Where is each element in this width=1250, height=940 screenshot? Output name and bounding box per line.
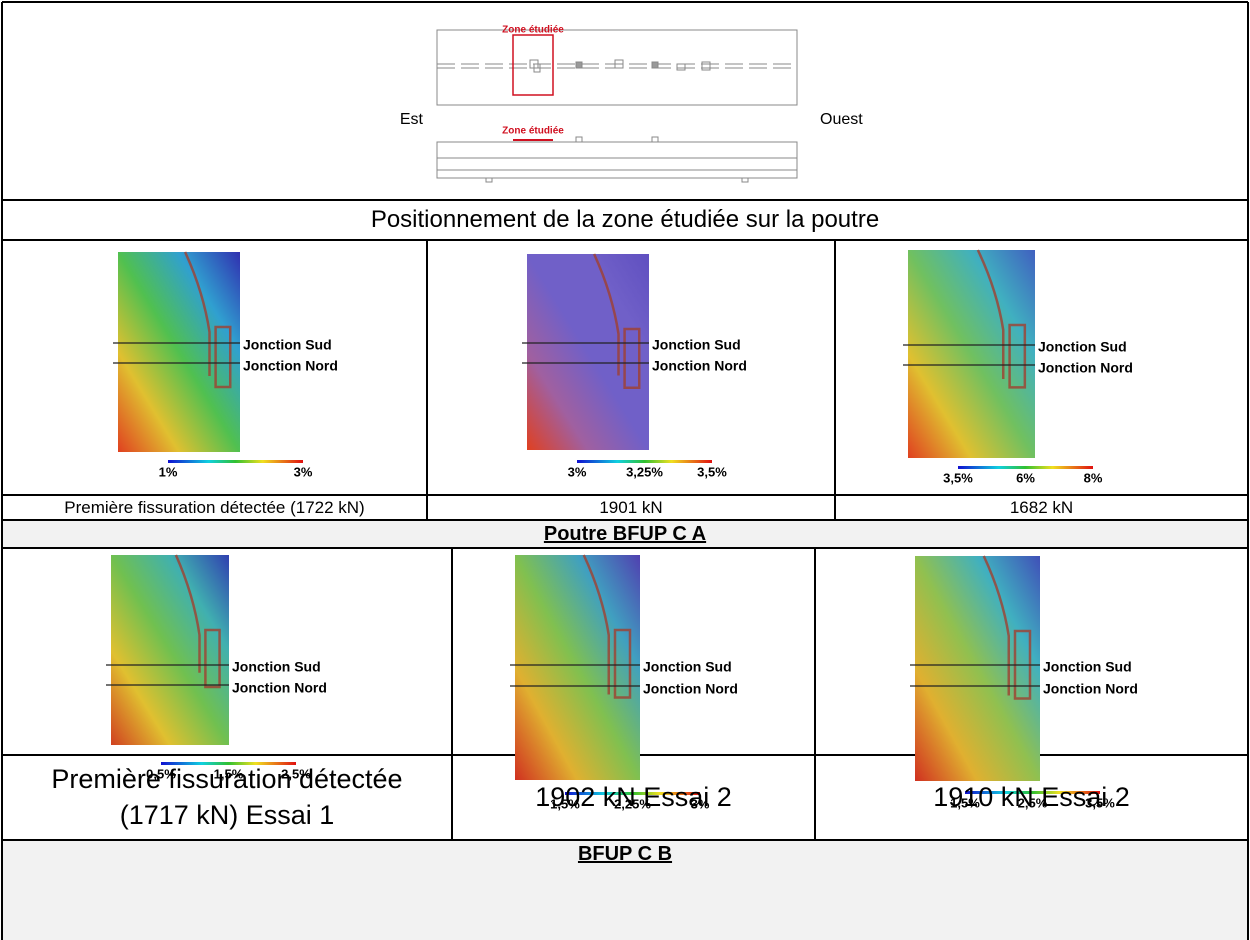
section-title: BFUP C B <box>577 843 673 865</box>
junction-label: Jonction Nord <box>643 681 738 697</box>
junction-label: Jonction Sud <box>243 337 332 353</box>
crack-path <box>592 253 641 390</box>
colorbar <box>168 460 303 463</box>
colorbar <box>958 466 1093 469</box>
panel-caption: 1902 kN Essai 2 <box>535 781 732 812</box>
strain-map <box>118 252 240 452</box>
colorbar <box>161 762 296 765</box>
scale-label: 1,5% <box>950 795 980 810</box>
scale-label: 3,5% <box>697 464 727 479</box>
crack-path <box>174 554 221 689</box>
scale-label: 3,5% <box>943 470 973 485</box>
junction-label: Jonction Sud <box>643 659 732 675</box>
section-band <box>2 840 1248 940</box>
scale-label: 6% <box>1016 470 1035 485</box>
strain-map <box>111 555 229 745</box>
junction-label: Jonction Nord <box>243 358 338 374</box>
panel-caption: 1901 kN <box>599 497 663 517</box>
section-title: Poutre BFUP C A <box>543 523 707 545</box>
scale-label: 3,5% <box>1085 795 1115 810</box>
junction-label: Jonction Nord <box>1043 681 1138 697</box>
strain-map <box>527 254 649 450</box>
junction-label: Jonction Sud <box>1038 339 1127 355</box>
strain-map <box>515 555 640 780</box>
panel-caption: 1910 kN Essai 2 <box>933 781 1130 812</box>
colorbar <box>565 792 700 795</box>
junction-label: Jonction Nord <box>1038 360 1133 376</box>
colorbar <box>965 791 1100 794</box>
east-label: Est <box>400 111 424 128</box>
scale-label: 3,25% <box>626 464 663 479</box>
strain-map <box>915 556 1040 781</box>
colorbar <box>577 460 712 463</box>
zone-label: Zone étudiée <box>502 126 564 137</box>
zone-label: Zone étudiée <box>502 25 564 36</box>
crack-path <box>582 554 632 699</box>
junction-label: Jonction Sud <box>1043 659 1132 675</box>
crack-path <box>183 251 232 389</box>
scale-label: 0,5% <box>146 766 176 781</box>
scale-label: 3% <box>568 464 587 479</box>
panel-caption: Première fissuration détectée (1722 kN) <box>64 497 365 517</box>
junction-label: Jonction Sud <box>652 337 741 353</box>
scale-label: 2,5% <box>281 766 311 781</box>
junction-label: Jonction Nord <box>232 680 327 696</box>
scale-label: 2,25% <box>614 796 651 811</box>
beam-diagram <box>436 29 798 183</box>
scale-label: 1,5% <box>214 766 244 781</box>
panel-caption: Première fissuration détectée (1717 kN) … <box>51 764 403 830</box>
strain-map <box>908 250 1035 458</box>
scale-label: 3% <box>294 464 313 479</box>
scale-label: 1% <box>159 464 178 479</box>
junction-label: Jonction Sud <box>232 659 321 675</box>
junction-label: Jonction Nord <box>652 358 747 374</box>
scale-label: 2,5% <box>1018 795 1048 810</box>
west-label: Ouest <box>820 111 863 128</box>
scale-label: 1,5% <box>550 796 580 811</box>
panel-caption: 1682 kN <box>1009 497 1074 517</box>
scale-label: 3% <box>691 796 710 811</box>
crack-path <box>982 555 1032 700</box>
section-band <box>2 520 1248 548</box>
scale-label: 8% <box>1084 470 1103 485</box>
location-caption: Positionnement de la zone étudiée sur la… <box>370 206 880 233</box>
crack-path <box>976 249 1027 389</box>
